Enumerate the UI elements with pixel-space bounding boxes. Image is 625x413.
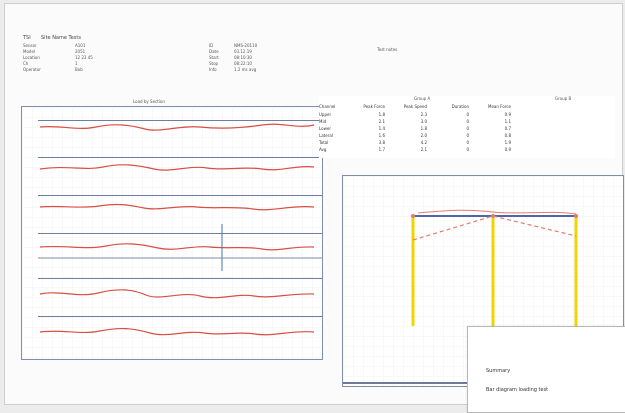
table-row-4-col-2: 4.2 [420,140,427,145]
table-row-5: Avg 1.7 2.1 0 0.9 [319,147,511,152]
table-header-1: Peak Force [363,104,385,109]
table-row-1-col-1: 2.1 [378,119,385,124]
chart-title: Load by Section [133,99,165,104]
table-row-2-col-0: Lower [319,126,331,131]
table-row-5-col-0: Avg [319,147,327,152]
waveforms-svg [38,123,322,336]
table-row-0: Upper 1.8 2.3 0 0.9 [319,112,511,117]
frame-node-right [574,214,578,218]
waveform-line-3 [39,203,315,211]
table-row-1-col-3: 0 [466,119,469,124]
table-row-3-col-2: 2.0 [420,133,427,138]
meta-left-0-value: A101 [75,43,86,48]
table-row-4-col-0: Total [319,140,329,145]
frame-node-mid [491,214,495,218]
table-row-4-col-1: 3.8 [378,140,385,145]
meta-left-3-value: 1 [75,61,78,66]
table-header-4: Mean Force [488,104,511,109]
table-header-0: Channel [319,104,336,109]
table-section-a: Group A [414,96,431,101]
table-row-3-col-1: 1.6 [378,133,385,138]
plot-row-1 [38,120,323,151]
table-row-2-col-1: 1.4 [378,126,385,131]
table-row-2-col-4: 0.7 [504,126,511,131]
meta-mid-1-value: 03.12.19 [234,49,252,54]
meta-mid-0-key: ID [209,43,214,48]
meta-left-4-key: Operator [23,67,41,72]
table-row-4-col-3: 0 [466,140,469,145]
frame-curve-load [417,209,577,215]
table-row-0-col-2: 2.3 [420,112,427,117]
meta-mid-4-value: 1.2 ms avg [234,67,257,72]
window-title: TSI [23,35,31,41]
table-row-3-col-3: 0 [466,133,469,138]
meta-mid-1-key: Date [209,49,219,54]
table-header-row: Channel Peak Force Peak Speed Duration M… [319,104,511,109]
meta-left-1-value: 2051 [75,49,86,54]
table-header-2: Peak Speed [403,104,427,109]
table-row-3-col-4: 0.8 [504,133,511,138]
plot-row-6 [38,316,323,347]
plot-row-5 [38,278,323,309]
table-section-b: Group B [555,96,572,101]
table-row-5-col-1: 1.7 [378,147,385,152]
waveform-line-4 [39,243,315,251]
meta-left-3-key: Ch [23,61,29,66]
meta-mid-2-value: 08:10:30 [234,55,252,60]
meta-mid-2-key: Start [209,55,219,60]
table-header-3: Duration [451,104,469,109]
document-canvas: TSI Site Name Tests Sensor A101 Model 20… [4,3,625,413]
plot-row-4 [38,233,323,264]
table-row-3: Lateral 1.6 2.0 0 0.8 [319,133,511,138]
table-row-0-col-0: Upper [319,112,332,117]
waveform-line-2 [39,164,315,171]
meta-mid-3-key: Stop [209,61,219,66]
table-panel: Group A Group B Channel Peak Force Peak … [319,96,615,158]
waveform-panel [21,106,323,360]
table-row-5-col-2: 2.1 [420,147,427,152]
popup-line: Bar diagram loading test [486,387,549,393]
table-row-0-col-4: 0.9 [504,112,511,117]
meta-mid-0-value: NMS-20110 [234,43,258,48]
meta-left-2-key: Location [23,55,40,60]
table-row-4-col-4: 1.9 [504,140,511,145]
table-row-0-col-3: 0 [466,112,469,117]
meta-mid-4-key: Info [209,67,217,72]
table-row-2: Lower 1.4 1.8 0 0.7 [319,126,511,131]
popup-title: Summary [486,368,511,374]
table-row-2-col-3: 0 [466,126,469,131]
frame-dashed-load [412,215,577,241]
meta-left-1-key: Model [23,49,36,54]
summary-popup[interactable]: Summary Bar diagram loading test [467,326,625,413]
table-row-4: Total 3.8 4.2 0 1.9 [319,140,511,145]
table-row-1-col-2: 3.0 [420,119,427,124]
table-row-5-col-4: 0.9 [504,147,511,152]
table-row-5-col-3: 0 [466,147,469,152]
window-subtitle: Site Name Tests [41,35,81,41]
table-row-3-col-0: Lateral [319,133,333,138]
table-row-1-col-0: Mid [319,119,327,124]
plot-row-3 [38,195,323,226]
waveform-line-1 [39,123,315,131]
waveform-line-6 [39,327,315,336]
meta-right-note: Test notes [377,47,398,52]
plot-row-2 [38,157,323,188]
table-row-2-col-2: 1.8 [420,126,427,131]
frame-node-left [411,214,415,218]
table-row-1-col-4: 1.1 [504,119,511,124]
meta-left-2-value: 12 23 45 [75,55,93,60]
table-row-0-col-1: 1.8 [378,112,385,117]
meta-left-0-key: Sensor [23,43,37,48]
waveform-line-5 [39,289,315,299]
meta-mid-3-value: 08:22:10 [234,61,252,66]
table-row-1: Mid 2.1 3.0 0 1.1 [319,119,511,124]
meta-left-4-value: Bob [75,67,83,72]
